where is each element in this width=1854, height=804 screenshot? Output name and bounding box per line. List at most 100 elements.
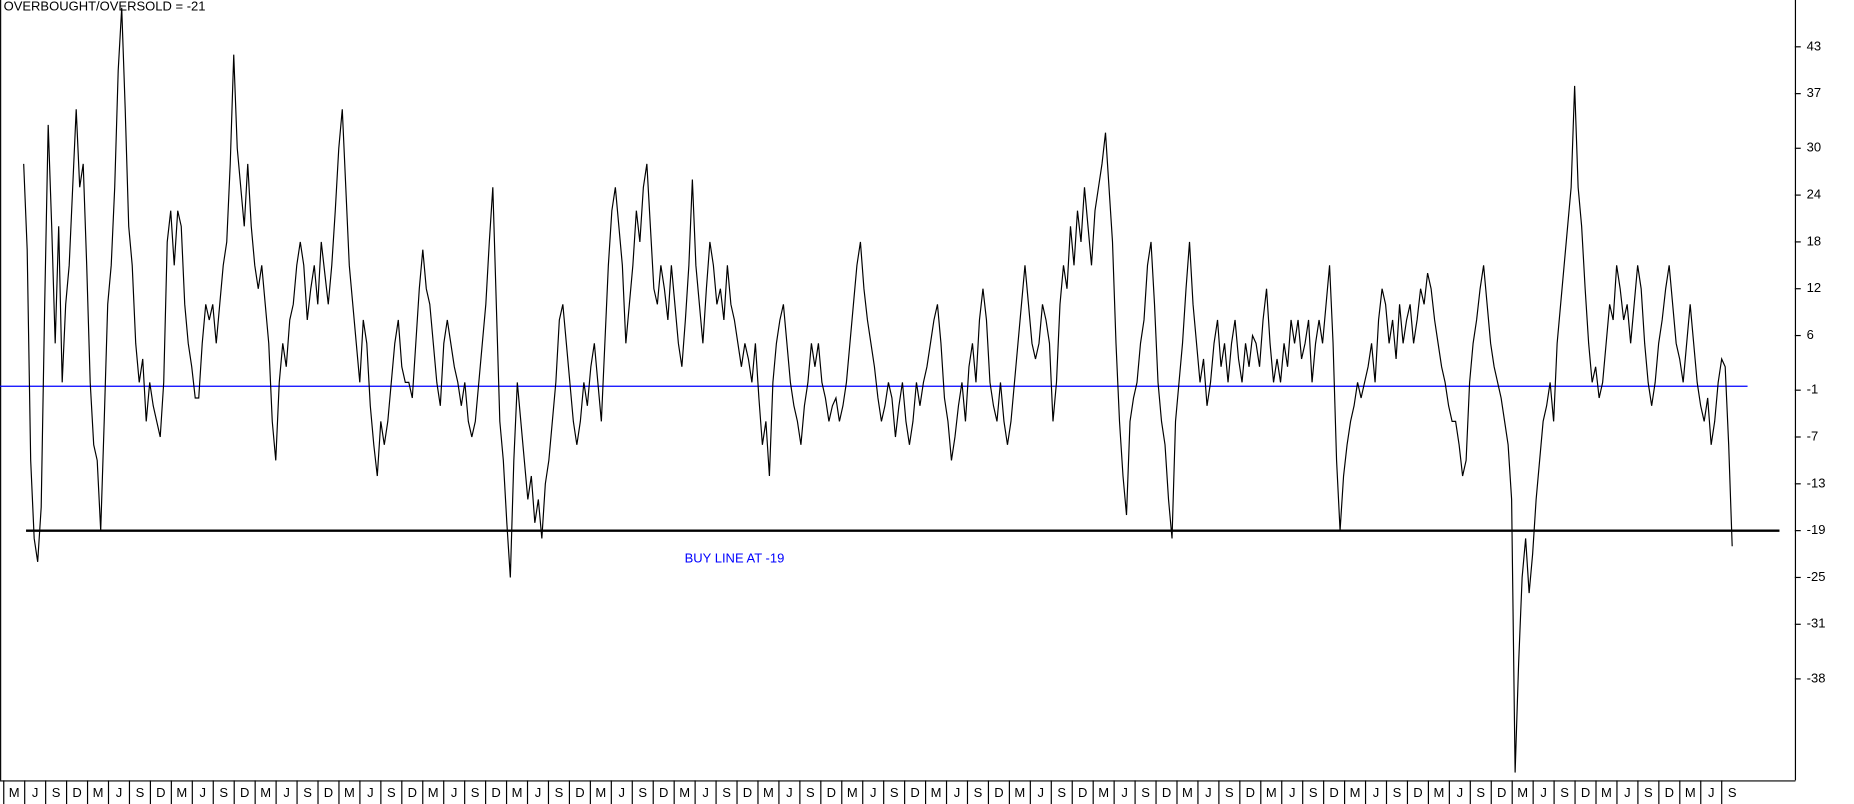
x-tick-label: D [994, 785, 1003, 800]
x-tick-label: J [200, 785, 207, 800]
x-tick-label: M [260, 785, 271, 800]
y-tick-label: -7 [1807, 428, 1819, 443]
x-tick-label: M [1517, 785, 1528, 800]
x-tick-label: M [763, 785, 774, 800]
x-tick-label: J [116, 785, 123, 800]
x-tick-label: S [974, 785, 983, 800]
x-tick-label: D [575, 785, 584, 800]
x-tick-label: J [1373, 785, 1380, 800]
x-tick-label: D [72, 785, 81, 800]
x-tick-label: M [1350, 785, 1361, 800]
y-tick-label: 12 [1807, 280, 1821, 295]
x-tick-label: M [176, 785, 187, 800]
x-tick-label: M [679, 785, 690, 800]
x-tick-label: S [1560, 785, 1569, 800]
x-tick-label: D [324, 785, 333, 800]
x-tick-label: M [1266, 785, 1277, 800]
x-tick-label: D [1497, 785, 1506, 800]
x-tick-label: J [870, 785, 876, 800]
x-tick-label: D [491, 785, 500, 800]
x-tick-label: S [1141, 785, 1150, 800]
x-tick-label: S [303, 785, 312, 800]
x-tick-label: M [931, 785, 942, 800]
y-tick-label: -31 [1807, 616, 1826, 631]
x-tick-label: S [806, 785, 815, 800]
x-tick-label: D [1078, 785, 1087, 800]
y-tick-label: -1 [1807, 382, 1819, 397]
y-tick-label: 43 [1807, 38, 1821, 53]
x-tick-label: S [1476, 785, 1485, 800]
y-tick-label: 18 [1807, 233, 1821, 248]
x-tick-label: S [638, 785, 647, 800]
y-tick-label: 6 [1807, 327, 1814, 342]
x-tick-label: S [1309, 785, 1318, 800]
x-tick-label: S [1393, 785, 1402, 800]
x-tick-label: J [619, 785, 626, 800]
x-tick-label: M [1182, 785, 1193, 800]
x-tick-label: M [1098, 785, 1109, 800]
x-tick-label: J [367, 785, 374, 800]
x-tick-label: S [219, 785, 228, 800]
x-tick-label: M [428, 785, 439, 800]
x-tick-label: S [555, 785, 564, 800]
x-tick-label: D [910, 785, 919, 800]
data-line [23, 7, 1733, 773]
x-tick-label: D [1246, 785, 1255, 800]
x-tick-label: S [1057, 785, 1066, 800]
x-tick-label: J [283, 785, 290, 800]
x-tick-label: J [786, 785, 793, 800]
x-tick-label: D [156, 785, 165, 800]
x-tick-label: J [954, 785, 961, 800]
x-tick-label: M [1433, 785, 1444, 800]
x-tick-label: J [1205, 785, 1212, 800]
x-tick-label: J [1624, 785, 1631, 800]
y-tick-label: -19 [1807, 522, 1826, 537]
chart-title: OVERBOUGHT/OVERSOLD = -21 [4, 0, 206, 14]
x-tick-label: M [9, 785, 20, 800]
x-tick-label: M [595, 785, 606, 800]
x-tick-label: M [1014, 785, 1025, 800]
y-tick-label: 37 [1807, 85, 1821, 100]
x-tick-label: D [743, 785, 752, 800]
x-tick-label: J [1708, 785, 1715, 800]
x-tick-label: M [344, 785, 355, 800]
x-tick-label: D [240, 785, 249, 800]
x-tick-label: J [32, 785, 38, 800]
x-tick-label: D [408, 785, 417, 800]
x-tick-label: S [1225, 785, 1234, 800]
x-tick-label: J [535, 785, 542, 800]
x-tick-label: S [1728, 785, 1737, 800]
x-tick-label: M [847, 785, 858, 800]
y-tick-label: -25 [1807, 569, 1826, 584]
y-tick-label: -38 [1807, 670, 1826, 685]
x-tick-label: J [1457, 785, 1464, 800]
y-tick-label: 24 [1807, 187, 1821, 202]
x-tick-label: D [1329, 785, 1338, 800]
annotation: BUY LINE AT -19 [685, 551, 785, 566]
x-tick-label: M [93, 785, 104, 800]
x-tick-label: J [1121, 785, 1128, 800]
x-tick-label: S [890, 785, 899, 800]
x-tick-label: S [136, 785, 145, 800]
x-tick-label: J [1289, 785, 1296, 800]
x-tick-label: D [1581, 785, 1590, 800]
x-tick-label: D [1413, 785, 1422, 800]
x-tick-label: J [1540, 785, 1547, 800]
x-tick-label: J [1038, 785, 1044, 800]
x-tick-label: S [387, 785, 396, 800]
x-tick-label: S [722, 785, 731, 800]
x-tick-label: D [1665, 785, 1674, 800]
x-tick-label: S [52, 785, 61, 800]
x-tick-label: D [827, 785, 836, 800]
x-tick-label: M [1601, 785, 1612, 800]
y-tick-label: -13 [1807, 475, 1826, 490]
y-tick-label: 30 [1807, 140, 1821, 155]
x-tick-label: S [1644, 785, 1653, 800]
x-tick-label: S [471, 785, 480, 800]
x-tick-label: D [1162, 785, 1171, 800]
x-tick-label: J [451, 785, 458, 800]
x-tick-label: D [659, 785, 668, 800]
